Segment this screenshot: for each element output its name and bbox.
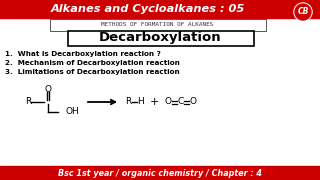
- Text: Bsc 1st year / organic chemistry / Chapter : 4: Bsc 1st year / organic chemistry / Chapt…: [58, 168, 262, 177]
- Circle shape: [295, 4, 311, 20]
- Circle shape: [294, 3, 312, 21]
- Text: 3.  Limitations of Decarboxylation reaction: 3. Limitations of Decarboxylation reacti…: [5, 69, 180, 75]
- Text: 1.  What is Decarboxylation reaction ?: 1. What is Decarboxylation reaction ?: [5, 51, 161, 57]
- Text: Alkanes and Cycloalkanes : 05: Alkanes and Cycloalkanes : 05: [51, 4, 245, 14]
- FancyBboxPatch shape: [68, 30, 253, 46]
- Text: +: +: [149, 97, 159, 107]
- FancyBboxPatch shape: [50, 19, 266, 30]
- Text: 2.  Mechanism of Decarboxylation reaction: 2. Mechanism of Decarboxylation reaction: [5, 60, 180, 66]
- Bar: [0, 0, 320, 18]
- Text: Decarboxylation: Decarboxylation: [99, 31, 221, 44]
- Text: O: O: [164, 98, 172, 107]
- Text: O: O: [44, 84, 52, 93]
- Text: R: R: [25, 98, 31, 107]
- Text: METHODS OF FORMATION OF ALKANES: METHODS OF FORMATION OF ALKANES: [101, 22, 213, 27]
- Text: H: H: [138, 98, 144, 107]
- Text: C: C: [178, 98, 184, 107]
- Bar: [0, 166, 320, 180]
- Text: R: R: [125, 98, 131, 107]
- Text: OH: OH: [66, 107, 80, 116]
- Text: O: O: [189, 98, 196, 107]
- Text: CB: CB: [297, 8, 309, 17]
